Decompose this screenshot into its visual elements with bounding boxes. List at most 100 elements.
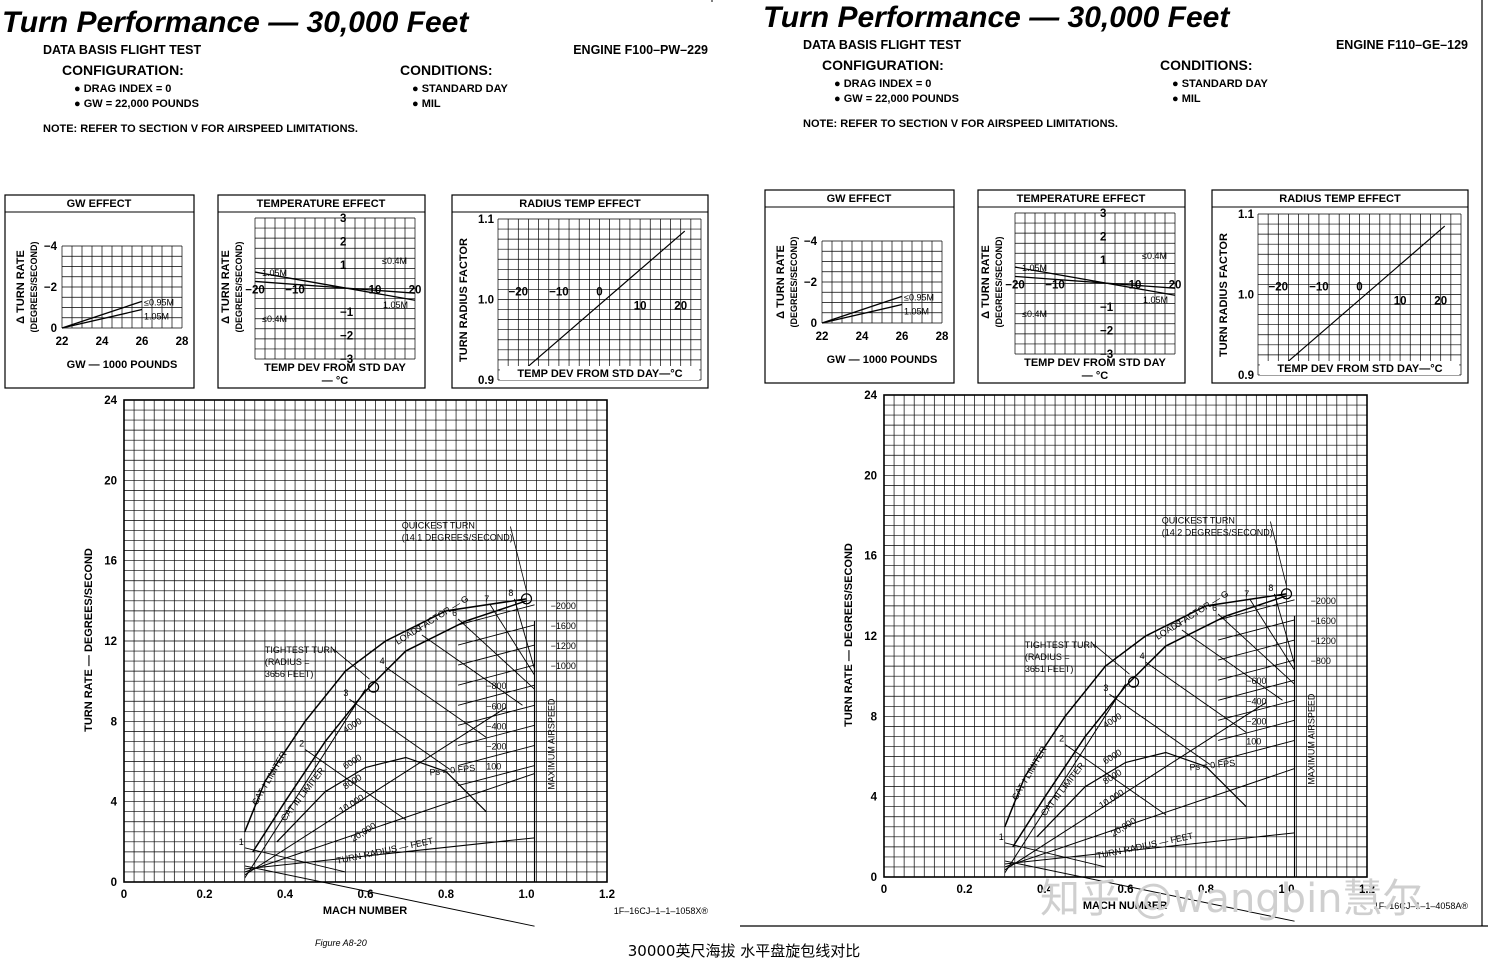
ps-curve [1217, 659, 1295, 681]
panel-title: Turn Performance — 30,000 Feet [763, 1, 1231, 34]
main-y-tick: 8 [871, 711, 878, 723]
temp-effect-annotation: ≤0.4M [262, 314, 287, 324]
quickest-turn-leader [1270, 521, 1287, 586]
conditions-item: ● MIL [412, 98, 441, 110]
main-y-tick: 8 [111, 716, 118, 728]
radius-effect-y-tick: 1.1 [478, 214, 495, 226]
main-y-tick: 4 [871, 792, 878, 804]
gw-effect-ylabel: Δ TURN RATE [15, 250, 27, 324]
load-factor-label: 1 [239, 837, 244, 847]
load-factor-label: 3 [343, 688, 348, 698]
load-factor-curve [349, 698, 451, 770]
ps-curve [457, 604, 535, 626]
ps-curve [1217, 739, 1295, 761]
stray-figure-text: Figure A8-20 [315, 938, 367, 948]
radius-effect-x-tick: 20 [674, 301, 687, 313]
tightest-turn-label: (RADIUS = [265, 657, 310, 667]
temp-effect-xlabel-units: — °C [322, 375, 348, 387]
main-x-tick: 0.8 [1198, 884, 1215, 896]
ps-label: −1000 [551, 661, 576, 671]
main-y-tick: 16 [104, 556, 117, 568]
ps-label: −1600 [1311, 616, 1336, 626]
ps-label: −1600 [551, 621, 576, 631]
load-factor-curve [1181, 629, 1283, 701]
configuration-label: CONFIGURATION: [822, 57, 944, 73]
load-factor-label: 2 [1059, 733, 1064, 743]
gw-effect-x-tick: 26 [136, 336, 149, 348]
radius-effect-line [1286, 225, 1446, 364]
load-factor-label: 7 [1244, 589, 1249, 599]
radius-effect-y-tick: 0.9 [1238, 370, 1254, 382]
radius-effect-xlabel: TEMP DEV FROM STD DAY—°C [1277, 363, 1442, 375]
temp-effect-y-tick: −1 [340, 307, 354, 319]
main-curve-label: CAT I LIMITER [250, 749, 289, 807]
conditions-item: ● MIL [1172, 93, 1201, 105]
ps-curve [457, 704, 535, 726]
radius-effect-y-tick: 1.0 [478, 295, 494, 307]
ps-curve [1217, 619, 1295, 641]
load-factor-curve [1109, 693, 1211, 765]
radius-effect-box [451, 194, 709, 389]
temp-effect-annotation: ≤0.4M [382, 256, 407, 266]
configuration-item: ● DRAG INDEX = 0 [834, 78, 931, 90]
temp-effect-line-0 [254, 271, 416, 301]
ps-curve [457, 744, 535, 766]
temp-effect-box [217, 194, 426, 389]
main-curve-label: Ps = 0 FPS [1189, 758, 1236, 773]
quickest-turn-marker [1280, 588, 1293, 600]
gw-effect-ylabel-units: (DEGREES/SECOND) [29, 241, 39, 332]
ps-label: −200 [1246, 716, 1266, 726]
watermark: 知乎 @wangbin慧尔 [1040, 876, 1423, 922]
gw-effect-ylabel-units: (DEGREES/SECOND) [789, 236, 799, 327]
gw-effect-y-tick: 0 [811, 318, 817, 330]
main-plot-frame [883, 394, 1368, 878]
ps-label: −600 [486, 701, 506, 711]
engine-label: ENGINE F110–GE–129 [1336, 38, 1468, 52]
gw-effect-title: GW EFFECT [67, 198, 132, 210]
temp-effect-y-tick: 3 [340, 213, 346, 225]
ps-label: −800 [486, 681, 506, 691]
gw-effect-x-tick: 22 [56, 336, 69, 348]
main-x-tick: 0.8 [438, 889, 455, 901]
load-factor-curve [1004, 842, 1106, 868]
quickest-turn-label: QUICKEST TURN [1162, 516, 1235, 526]
main-y-tick: 12 [864, 631, 877, 643]
main-y-tick: 0 [871, 872, 877, 884]
ps-label: −200 [486, 741, 506, 751]
gw-effect-series-label: ≤0.95M [904, 292, 934, 302]
ps-label: −2000 [1311, 596, 1336, 606]
ps-curve [457, 664, 535, 686]
turn-radius-label: 4000 [1101, 711, 1123, 730]
temp-effect-y-tick: −3 [340, 354, 353, 366]
main-x-tick: 0.4 [277, 889, 294, 901]
turn-radius-label: 8000 [1101, 767, 1123, 786]
temp-effect-annotation: 1.05M [1022, 263, 1047, 273]
temp-effect-annotation: ≤0.4M [1142, 251, 1167, 261]
load-factor-curve [385, 666, 487, 738]
ps-curve [457, 644, 535, 666]
ps-label: −400 [1246, 696, 1266, 706]
airspeed-note: NOTE: REFER TO SECTION V FOR AIRSPEED LI… [803, 118, 1118, 130]
quickest-turn-label: QUICKEST TURN [402, 521, 475, 531]
load-factor-label: 6 [1212, 603, 1217, 613]
temp-effect-y-tick: −2 [340, 331, 353, 343]
radius-effect-ylabel: TURN RADIUS FACTOR [458, 238, 470, 362]
ps-label: 100 [1246, 736, 1261, 746]
turn-radius-line [244, 837, 535, 870]
gw-effect-x-tick: 28 [936, 331, 949, 343]
temp-effect-x-tick: 10 [1129, 280, 1142, 292]
quickest-turn-label: (14.1 DEGREES/SECOND) [402, 533, 513, 543]
temp-effect-annotation: 1.05M [262, 268, 287, 278]
temp-effect-y-tick: 1 [340, 260, 347, 272]
turn-radius-line [1004, 683, 1126, 874]
configuration-item: ● GW = 22,000 POUNDS [834, 93, 959, 105]
main-curve-0 [1004, 593, 1287, 828]
gw-effect-series-label: ≤0.95M [144, 297, 174, 307]
main-y-tick: 20 [104, 475, 117, 487]
gw-effect-series-label: 1.05M [144, 312, 169, 322]
load-factor-label: 6 [452, 608, 457, 618]
panel-title: Turn Performance — 30,000 Feet [2, 6, 470, 39]
radius-effect-y-tick: 1.0 [1238, 290, 1254, 302]
ps-label: −400 [486, 721, 506, 731]
ps-curve [457, 624, 535, 646]
